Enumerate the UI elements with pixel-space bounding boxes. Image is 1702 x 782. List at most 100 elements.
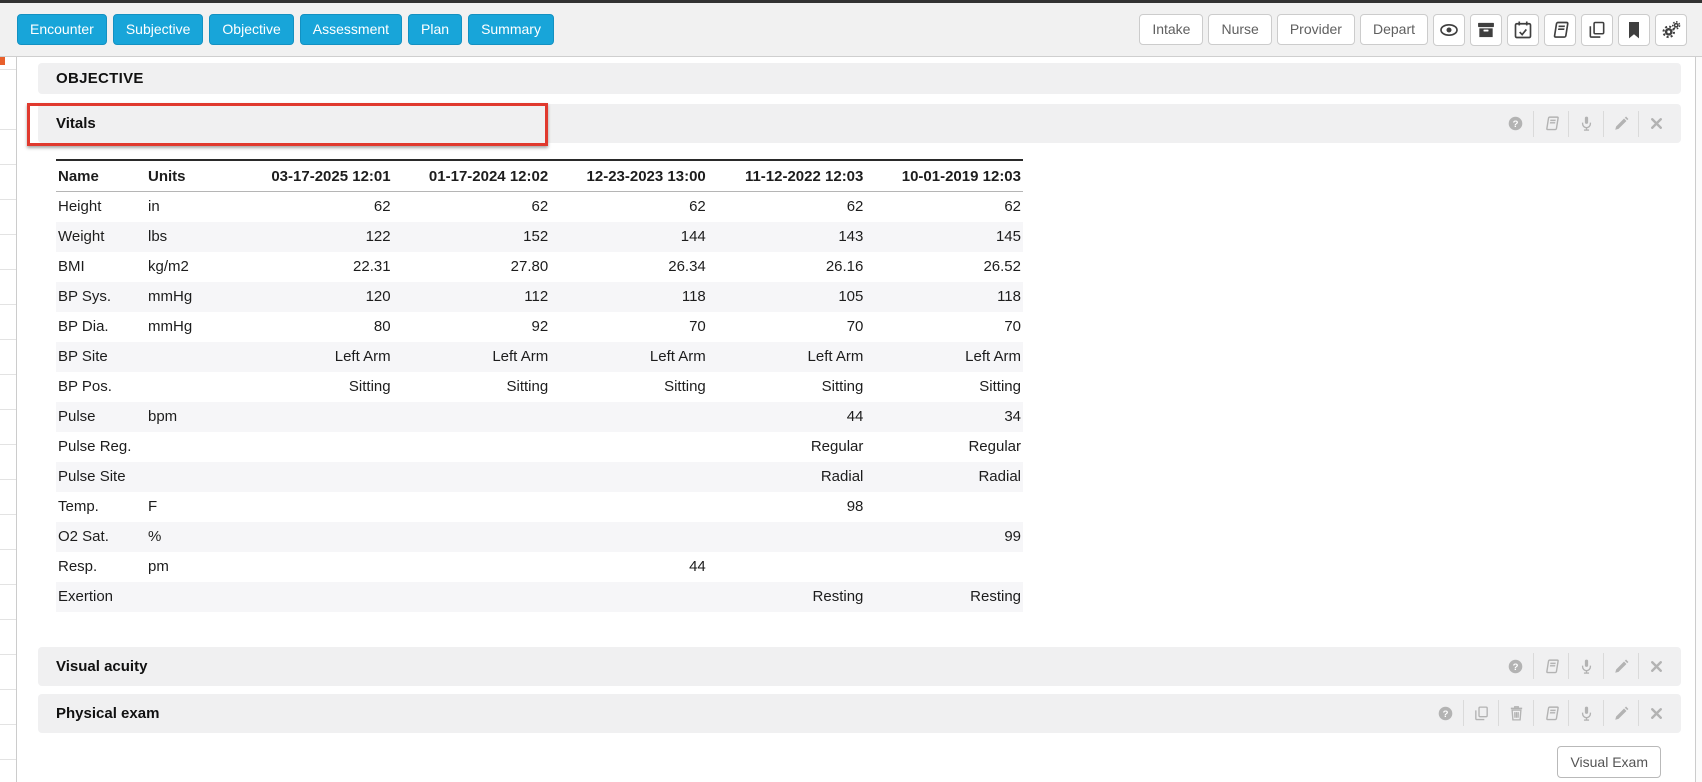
vitals-row-bp-site: BP Site Left Arm Left Arm Left Arm Left Arm L…: [56, 341, 1023, 372]
vital-units: [146, 462, 235, 492]
vital-value: [235, 402, 393, 432]
physical-exam-copy-button[interactable]: [1463, 700, 1498, 726]
vital-value: 26.52: [983, 258, 1021, 275]
vital-value: Resting: [970, 588, 1021, 605]
toolbar-archive-button[interactable]: [1470, 13, 1502, 46]
nav-button-summary[interactable]: Summary: [468, 14, 554, 45]
vitals-row-bp-pos: BP Pos. Sitting Sitting Sitting Sitting Sitti…: [56, 372, 1023, 402]
vitals-table: Name Units 03-17-2025 12:01 01-17-2024 12:0…: [56, 159, 1023, 612]
vital-value: [393, 432, 551, 462]
vital-value: 118: [997, 288, 1021, 305]
column-header-10-01-2019-12-03: 10-01-2019 12:03: [865, 159, 1023, 192]
physical-exam-pencil-button[interactable]: [1603, 700, 1638, 726]
vital-value: Left Arm: [807, 348, 864, 365]
vital-name: Pulse: [58, 408, 96, 425]
vital-value: [550, 462, 708, 492]
stage-button-nurse[interactable]: Nurse: [1208, 14, 1272, 45]
stage-button-intake[interactable]: Intake: [1139, 14, 1204, 45]
vital-name: BP Pos.: [58, 378, 112, 395]
physical-exam-book-button[interactable]: [1533, 700, 1568, 726]
visual-acuity-microphone-button[interactable]: [1568, 653, 1603, 679]
vital-units: kg/m2: [148, 258, 189, 275]
physical-exam-panel-header[interactable]: Physical exam ?: [38, 693, 1681, 733]
vital-value: [235, 462, 393, 492]
nav-button-plan[interactable]: Plan: [408, 14, 463, 45]
toolbar-cogs-button[interactable]: [1655, 13, 1687, 46]
stage-button-depart[interactable]: Depart: [1359, 14, 1428, 45]
vital-name: Temp.: [58, 498, 99, 515]
vitals-close-button[interactable]: [1638, 110, 1673, 137]
vital-value: 120: [365, 288, 391, 305]
visual-acuity-book-button[interactable]: [1533, 653, 1568, 679]
physical-exam-trash-button[interactable]: [1498, 700, 1533, 726]
visual-acuity-help-button[interactable]: ?: [1498, 653, 1533, 679]
nav-button-assessment[interactable]: Assessment: [299, 14, 403, 45]
physical-exam-microphone-button[interactable]: [1568, 700, 1603, 726]
visual-acuity-panel-header[interactable]: Visual acuity ?: [38, 646, 1681, 686]
objective-section-header: OBJECTIVE: [38, 63, 1681, 94]
vital-value: Sitting: [506, 378, 549, 395]
vital-units: mmHg: [148, 318, 193, 335]
vital-value: 62: [846, 198, 864, 216]
vital-value: [235, 522, 393, 552]
nav-button-subjective[interactable]: Subjective: [112, 14, 204, 45]
vitals-panel-header[interactable]: Vitals ?: [38, 104, 1681, 143]
vital-value: [393, 522, 551, 552]
vital-value: Regular: [968, 438, 1021, 455]
stage-button-provider[interactable]: Provider: [1276, 14, 1355, 45]
visual-exam-button[interactable]: Visual Exam: [1557, 745, 1661, 778]
vital-value: Left Arm: [965, 348, 1021, 365]
vital-value: [393, 552, 551, 582]
vital-value: 70: [1004, 318, 1021, 335]
toolbar-calendar-check-button[interactable]: [1507, 13, 1539, 46]
vital-value: 105: [838, 288, 864, 305]
bookmark-icon: [1624, 20, 1644, 40]
visual-acuity-close-button[interactable]: [1638, 653, 1673, 679]
vitals-book-button[interactable]: [1533, 110, 1568, 137]
vital-name: Resp.: [58, 558, 98, 575]
vital-name: BP Sys.: [58, 288, 112, 305]
book-icon: [1543, 705, 1560, 722]
physical-exam-close-button[interactable]: [1638, 700, 1673, 726]
physical-exam-help-button[interactable]: ?: [1428, 700, 1463, 726]
vital-value: [235, 582, 393, 612]
vital-value: 118: [681, 288, 706, 305]
microphone-icon: [1578, 705, 1595, 722]
physical-exam-panel-actions: ?: [1428, 699, 1673, 727]
toolbar-book-button[interactable]: [1544, 13, 1576, 46]
toolbar-copy-button[interactable]: [1581, 13, 1613, 46]
vital-name: BP Dia.: [58, 318, 109, 335]
svg-text:?: ?: [1513, 119, 1519, 130]
visual-acuity-pencil-button[interactable]: [1603, 653, 1638, 679]
vital-value: 44: [689, 558, 706, 575]
vitals-microphone-button[interactable]: [1568, 110, 1603, 137]
toolbar-bookmark-button[interactable]: [1618, 13, 1650, 46]
vital-value: 62: [689, 198, 706, 216]
pencil-icon: [1613, 115, 1630, 132]
vital-value: 62: [373, 198, 391, 216]
vitals-row-temp: Temp. F 98: [56, 492, 1023, 522]
vital-value: 27.80: [510, 258, 549, 275]
left-edge-marker: [0, 57, 5, 65]
vital-value: [235, 492, 393, 522]
vitals-help-button[interactable]: ?: [1498, 111, 1533, 137]
vital-units: lbs: [148, 228, 168, 245]
toolbar-eye-button[interactable]: [1433, 13, 1465, 46]
physical-exam-panel-title: Physical exam: [56, 704, 160, 722]
nav-button-objective[interactable]: Objective: [209, 14, 294, 45]
column-header-11-12-2022-12-03: 11-12-2022 12:03: [707, 159, 866, 192]
vital-value: [393, 402, 551, 432]
book-icon: [1543, 115, 1560, 132]
svg-text:?: ?: [1443, 708, 1449, 719]
vital-units: [146, 582, 235, 612]
vital-value: Sitting: [348, 378, 391, 395]
vitals-pencil-button[interactable]: [1603, 110, 1638, 137]
vital-value: 22.31: [353, 258, 391, 275]
vital-value: Radial: [820, 468, 864, 485]
vital-value: [550, 402, 708, 432]
nav-button-encounter[interactable]: Encounter: [17, 14, 107, 45]
vital-value: [235, 432, 393, 462]
vital-name: Exertion: [58, 588, 114, 605]
vital-value: Sitting: [979, 378, 1021, 395]
vital-value: [708, 552, 866, 582]
